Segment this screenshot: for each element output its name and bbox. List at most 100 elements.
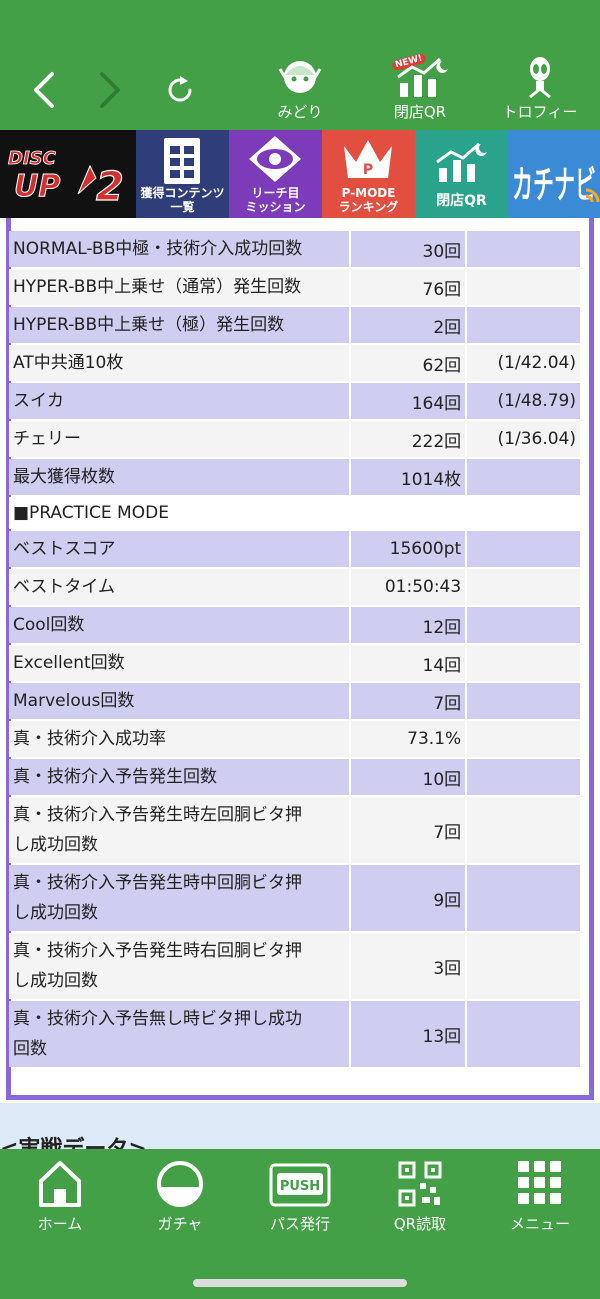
pmode-ranking-label-1: P-MODE <box>341 186 396 200</box>
stat-label: スイカ <box>9 383 350 419</box>
reach-mission-label-1: リーチ目 <box>251 186 300 200</box>
reach-mission-banner[interactable]: リーチ目 ミッション <box>229 130 322 218</box>
stat-value: 3回 <box>351 933 466 999</box>
table-row: スイカ 164回 (1/48.79) <box>9 383 580 419</box>
stat-rate: (1/36.04) <box>467 421 580 457</box>
nav-trophy[interactable]: トロフィー <box>490 55 590 125</box>
table-row: ベストスコア 15600pt <box>9 531 580 567</box>
svg-text:UP: UP <box>14 169 60 204</box>
kachinavi-banner[interactable]: カチナビ <box>508 130 600 218</box>
stat-value: 30回 <box>351 231 466 267</box>
disc-up2-logo: DISC UP 2 <box>0 130 136 218</box>
tab-menu[interactable]: メニュー <box>490 1157 590 1237</box>
document-grid-icon <box>164 138 200 184</box>
table-row: Excellent回数 14回 <box>9 645 580 681</box>
stat-label: 真・技術介入予告発生回数 <box>9 759 350 795</box>
reach-mission-label-2: ミッション <box>245 200 306 214</box>
nav-trophy-label: トロフィー <box>502 103 578 121</box>
acquired-contents-label-1: 獲得コンテンツ <box>140 186 225 200</box>
svg-text:DISC: DISC <box>8 148 57 169</box>
stat-label: ベストスコア <box>9 531 350 567</box>
nav-midori-label: みどり <box>277 103 323 121</box>
stat-value: 01:50:43 <box>351 569 466 605</box>
back-button[interactable] <box>20 62 68 118</box>
kachinavi-logo: カチナビ <box>508 130 600 218</box>
acquired-contents-banner[interactable]: 獲得コンテンツ 一覧 <box>136 130 229 218</box>
character-icon <box>278 61 322 93</box>
stat-label: AT中共通10枚 <box>9 345 350 381</box>
tab-qr-read[interactable]: QR読取 <box>370 1157 470 1237</box>
forward-button[interactable] <box>86 62 134 118</box>
pmode-ranking-banner[interactable]: P P-MODE ランキング <box>322 130 415 218</box>
stat-label-line2: し成功回数 <box>13 835 98 855</box>
stat-label: 真・技術介入予告発生時中回胴ビタ押 し成功回数 <box>9 865 350 931</box>
table-row: Cool回数 12回 <box>9 607 580 643</box>
reload-icon <box>168 76 192 102</box>
crown-icon: P <box>344 140 392 178</box>
home-indicator[interactable] <box>193 1279 407 1287</box>
stat-value: 10回 <box>351 759 466 795</box>
pmode-ranking-label-2: ランキング <box>338 200 399 214</box>
stat-label-line1: 真・技術介入予告無し時ビタ押し成功 <box>13 1009 302 1029</box>
stat-label-line2: し成功回数 <box>13 903 98 923</box>
stat-label-line1: 真・技術介入予告発生時右回胴ビタ押 <box>13 941 302 961</box>
tab-gacha[interactable]: ガチャ <box>130 1157 230 1237</box>
table-row: HYPER-BB中上乗せ（極）発生回数 2回 <box>9 307 580 343</box>
table-row: 真・技術介入予告無し時ビタ押し成功 回数 13回 <box>9 1001 580 1067</box>
stat-rate: (1/42.04) <box>467 345 580 381</box>
svg-text:PUSH: PUSH <box>280 1179 320 1194</box>
banner-strip: DISC UP 2 獲得コンテンツ 一覧 <box>0 130 600 218</box>
stat-label-line1: 真・技術介入予告発生時左回胴ビタ押 <box>13 805 302 825</box>
stat-rate <box>467 269 580 305</box>
stat-rate-empty <box>467 1001 580 1067</box>
stat-label: HYPER-BB中上乗せ（通常）発生回数 <box>9 269 350 305</box>
home-icon <box>39 1161 81 1207</box>
stat-rate-empty <box>467 721 580 757</box>
stat-rate-empty <box>467 865 580 931</box>
stat-rate <box>467 231 580 267</box>
stat-value: 76回 <box>351 269 466 305</box>
stat-value: 2回 <box>351 307 466 343</box>
stat-label: NORMAL-BB中極・技術介入成功回数 <box>9 231 350 267</box>
chart-moon-icon <box>397 57 448 97</box>
data-content: NORMAL-BB中極・技術介入成功回数 30回 HYPER-BB中上乗せ（通常… <box>0 218 600 1103</box>
stat-label: チェリー <box>9 421 350 457</box>
nav-midori[interactable]: みどり <box>250 55 350 125</box>
stat-rate-empty <box>467 569 580 605</box>
trophy-alien-icon <box>529 57 551 99</box>
stat-value: 7回 <box>351 683 466 719</box>
table-row: 真・技術介入成功率 73.1% <box>9 721 580 757</box>
tab-pass-issue[interactable]: PUSH パス発行 <box>250 1157 350 1237</box>
chevron-left-icon <box>34 72 54 108</box>
qr-code-icon <box>398 1161 442 1207</box>
nav-closing-qr[interactable]: NEW! 閉店QR <box>370 52 470 125</box>
stat-rate-empty <box>467 607 580 643</box>
stat-rate-empty <box>467 531 580 567</box>
tab-gacha-label: ガチャ <box>157 1215 203 1233</box>
stat-value: 73.1% <box>351 721 466 757</box>
svg-text:2: 2 <box>96 164 124 210</box>
stat-label: 真・技術介入予告発生時左回胴ビタ押 し成功回数 <box>9 797 350 863</box>
svg-text:カチナビ: カチナビ <box>512 163 596 207</box>
reload-button[interactable] <box>156 62 204 118</box>
table-row: Marvelous回数 7回 <box>9 683 580 719</box>
table-row: チェリー 222回 (1/36.04) <box>9 421 580 457</box>
table-row: 真・技術介入予告発生時中回胴ビタ押 し成功回数 9回 <box>9 865 580 931</box>
stat-value: 62回 <box>351 345 466 381</box>
acquired-contents-label-2: 一覧 <box>170 200 195 214</box>
stat-value: 164回 <box>351 383 466 419</box>
stat-value: 14回 <box>351 645 466 681</box>
stat-label: 真・技術介入予告発生時右回胴ビタ押 し成功回数 <box>9 933 350 999</box>
tab-home[interactable]: ホーム <box>10 1157 110 1237</box>
grid-menu-icon <box>518 1161 561 1204</box>
tab-menu-label: メニュー <box>509 1215 570 1233</box>
stat-rate <box>467 307 580 343</box>
closing-qr-banner[interactable]: 閉店QR <box>415 130 508 218</box>
disc-up2-banner[interactable]: DISC UP 2 <box>0 130 136 218</box>
table-row: NORMAL-BB中極・技術介入成功回数 30回 <box>9 231 580 267</box>
stat-label: Excellent回数 <box>9 645 350 681</box>
svg-text:P: P <box>363 162 373 178</box>
push-pass-icon: PUSH <box>269 1163 331 1207</box>
stat-rate <box>467 459 580 495</box>
